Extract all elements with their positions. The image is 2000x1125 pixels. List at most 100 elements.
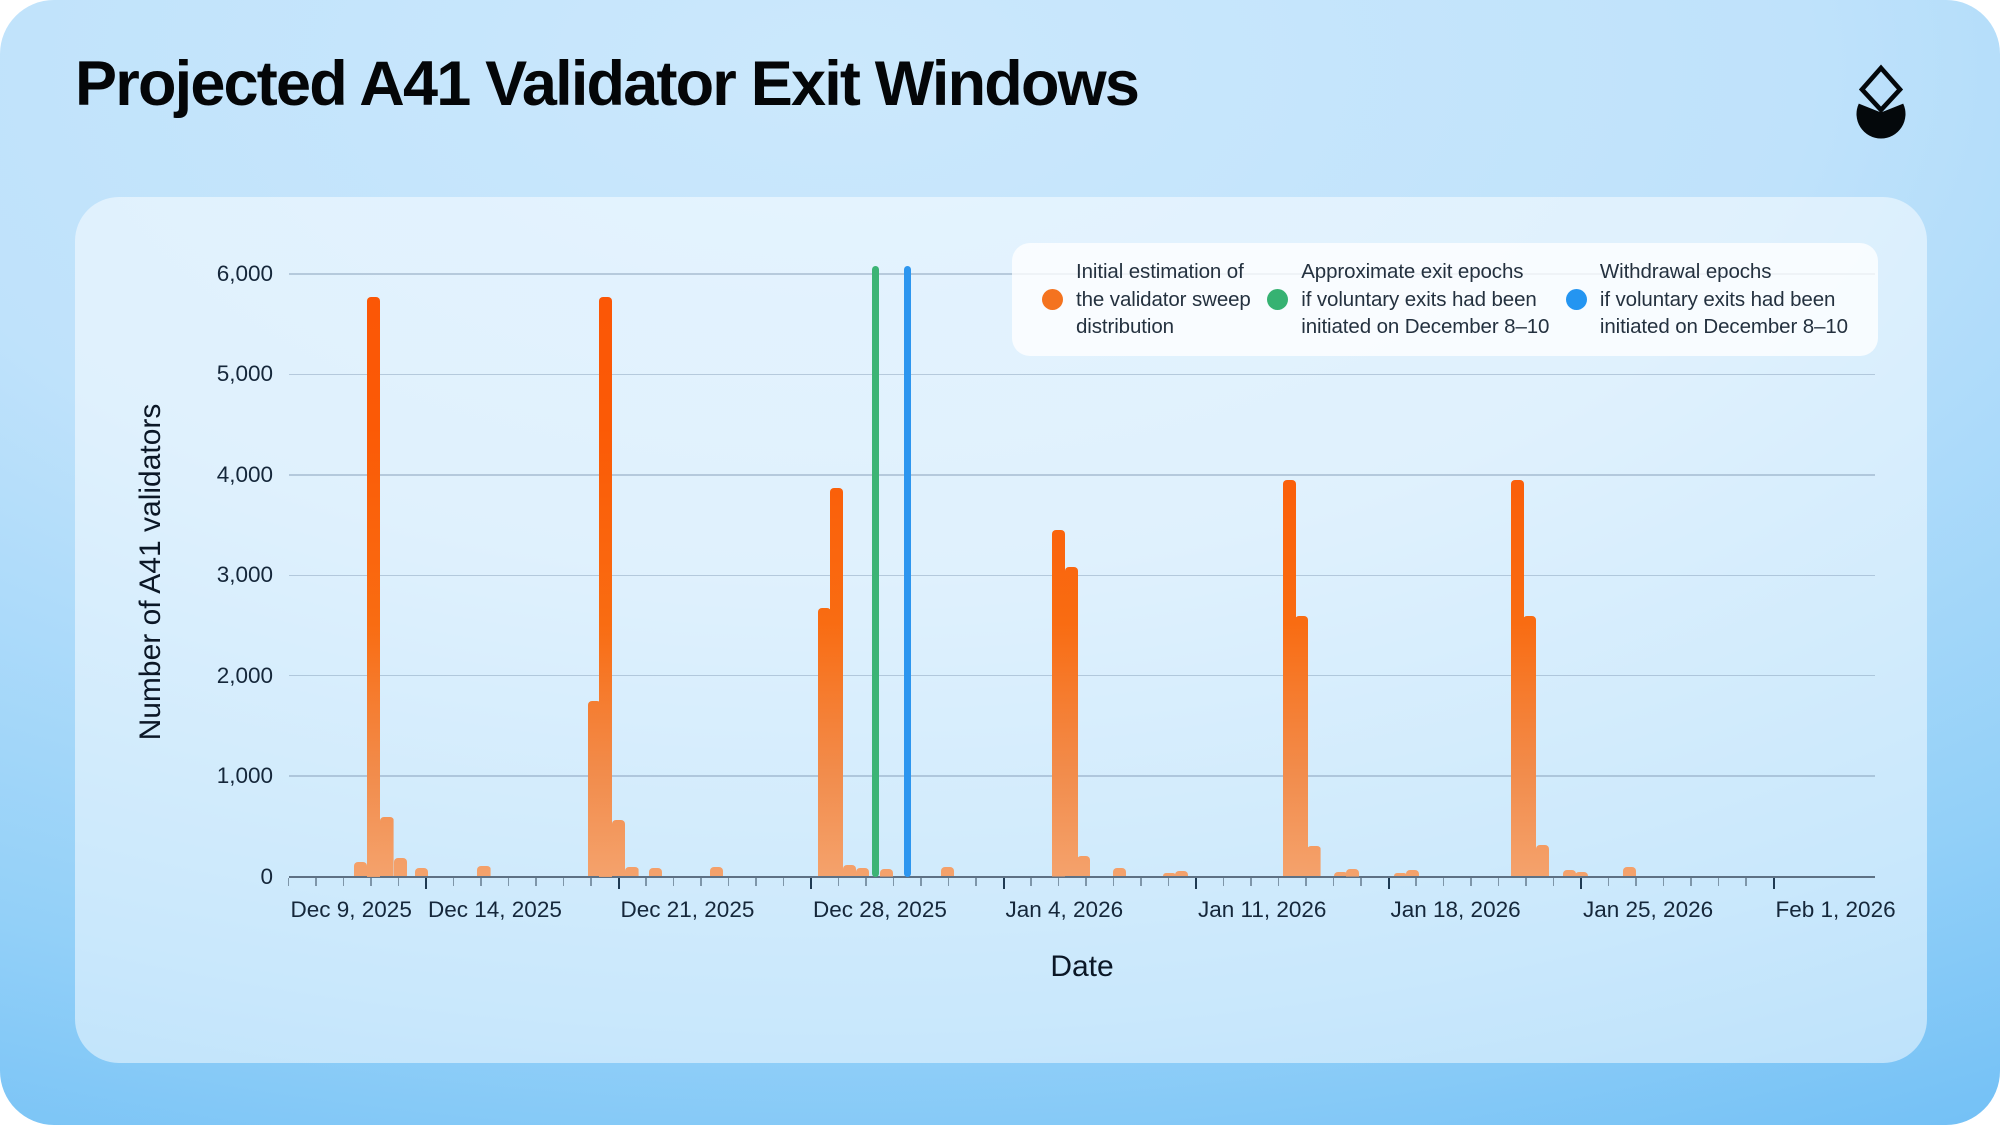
minor-tick [755, 878, 757, 886]
validator-bar [855, 867, 869, 877]
minor-tick [1085, 878, 1087, 886]
minor-tick [1167, 878, 1170, 886]
minor-tick [1250, 878, 1252, 886]
green-dot-icon [1267, 289, 1289, 310]
blue-dot-icon [1565, 289, 1587, 310]
minor-tick [1360, 878, 1362, 886]
validator-bar [1334, 872, 1348, 877]
minor-tick [782, 878, 785, 886]
minor-tick [1305, 878, 1307, 886]
minor-tick [1717, 878, 1720, 886]
minor-tick [287, 878, 290, 886]
minor-tick [1332, 878, 1335, 886]
gridline [288, 775, 1875, 777]
gridline [288, 474, 1875, 476]
minor-tick [1442, 878, 1445, 886]
minor-tick [1497, 878, 1500, 886]
validator-bar [393, 857, 407, 877]
minor-tick [975, 878, 977, 886]
y-tick-label: 4,000 [216, 461, 273, 487]
approximate-exit-epochs-line [871, 265, 880, 877]
validator-bar [353, 861, 368, 877]
legend-label: Initial estimation of the validator swee… [1076, 260, 1251, 339]
validator-bar [380, 817, 394, 877]
validator-bar [367, 296, 381, 877]
validator-bar [1162, 872, 1176, 877]
validator-bar [1346, 868, 1360, 877]
legend-item-exit-epochs: Approximate exit epochs if voluntary exi… [1267, 258, 1549, 341]
validator-bar [1307, 845, 1321, 877]
validator-bar [477, 866, 491, 877]
major-tick [617, 878, 620, 889]
minor-tick [1112, 878, 1115, 886]
minor-tick [590, 878, 592, 886]
minor-tick [1140, 878, 1142, 886]
minor-tick [397, 878, 400, 886]
minor-tick [865, 878, 867, 886]
gridline [288, 373, 1875, 376]
validator-bar [1510, 480, 1524, 877]
validator-bar [1174, 870, 1188, 877]
minor-tick [1277, 878, 1280, 886]
validator-bar [1562, 869, 1576, 877]
validator-bar [817, 608, 831, 877]
legend-item-withdrawal-epochs: Withdrawal epochs if voluntary exits had… [1565, 258, 1848, 341]
validator-bar [1535, 845, 1550, 877]
minor-tick [480, 878, 482, 886]
validator-bar [648, 867, 662, 877]
validator-bar [1112, 867, 1126, 877]
minor-tick [1745, 878, 1747, 886]
validator-bar [1623, 867, 1637, 877]
a41-logo-icon [1849, 64, 1913, 142]
minor-tick [1415, 878, 1417, 886]
validator-bar [829, 488, 844, 877]
major-tick [1002, 878, 1005, 889]
major-tick [810, 878, 812, 889]
validator-bar [415, 868, 429, 877]
minor-tick [1525, 878, 1527, 886]
x-tick-label: Jan 11, 2026 [1198, 897, 1327, 922]
withdrawal-epochs-line [903, 265, 912, 877]
minor-tick [920, 878, 922, 886]
chart-legend: Initial estimation of the validator swee… [1012, 243, 1878, 356]
minor-tick [507, 878, 510, 886]
x-axis-line [288, 876, 1875, 878]
major-tick [1195, 878, 1197, 889]
minor-tick [342, 878, 345, 886]
minor-tick [1552, 878, 1555, 886]
legend-label: Approximate exit epochs if voluntary exi… [1301, 260, 1550, 339]
minor-tick [1222, 878, 1225, 886]
minor-tick [1057, 878, 1060, 886]
page-title: Projected A41 Validator Exit Windows [75, 49, 1140, 119]
validator-bar [1077, 855, 1091, 877]
x-tick-label: Jan 4, 2026 [1005, 897, 1124, 922]
validator-bar [1295, 616, 1309, 877]
gridline [288, 674, 1875, 677]
x-tick-label: Dec 28, 2025 [813, 897, 947, 922]
validator-bar [880, 868, 894, 877]
x-tick-label: Dec 21, 2025 [620, 897, 755, 922]
minor-tick [672, 878, 675, 886]
orange-dot-icon [1042, 289, 1063, 310]
minor-tick [1030, 878, 1032, 886]
minor-tick [535, 878, 537, 886]
validator-bar [598, 296, 613, 877]
minor-tick [315, 878, 317, 886]
major-tick [1772, 878, 1775, 889]
validator-bar [1065, 567, 1079, 877]
major-tick [425, 878, 427, 889]
validator-bar [1282, 480, 1296, 877]
validator-bar [1406, 869, 1420, 877]
minor-tick [892, 878, 895, 886]
minor-tick [727, 878, 730, 886]
legend-item-sweep-distribution: Initial estimation of the validator swee… [1042, 258, 1251, 341]
validator-bar [1394, 872, 1408, 877]
minor-tick [947, 878, 950, 886]
x-tick-label: Jan 25, 2026 [1583, 897, 1714, 922]
x-tick-label: Feb 1, 2026 [1775, 897, 1896, 922]
validator-bar [625, 866, 639, 877]
validator-bar [1523, 616, 1537, 877]
minor-tick [700, 878, 702, 886]
